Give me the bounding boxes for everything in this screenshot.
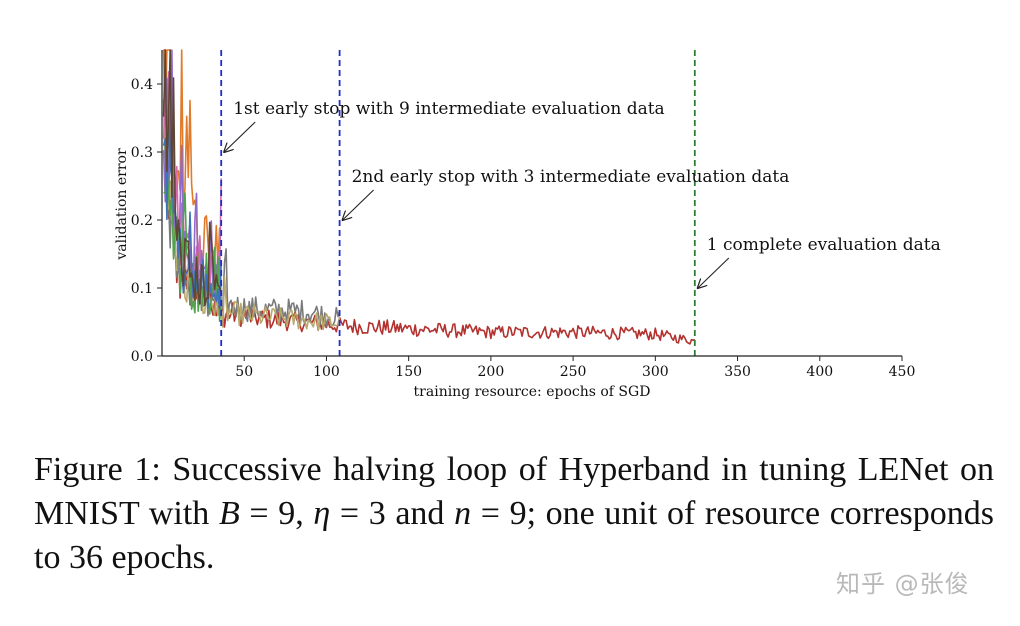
x-tick-label: 150 <box>395 364 422 380</box>
stop-lines <box>220 50 696 356</box>
caption-b-value: = 9, <box>239 495 314 532</box>
y-tick-label: 0.1 <box>131 281 153 297</box>
x-tick-label: 200 <box>478 364 505 380</box>
x-axis-title: training resource: epochs of SGD <box>414 384 651 400</box>
annotation-arrow <box>224 121 256 152</box>
annotations: 1st early stop with 9 intermediate evalu… <box>224 99 941 288</box>
series-line <box>162 99 341 331</box>
x-tick-label: 50 <box>235 364 253 380</box>
caption-eta-value: = 3 and <box>330 495 455 532</box>
x-tick-label: 100 <box>313 364 340 380</box>
x-tick-label: 450 <box>889 364 916 380</box>
series-line <box>162 49 222 307</box>
y-tick-label: 0.2 <box>131 213 153 229</box>
caption-n-value: = 9; one unit of resource corresponds to… <box>34 495 995 576</box>
annotation-arrow <box>698 257 730 288</box>
caption-b-symbol: B <box>218 495 240 532</box>
x-tick-label: 350 <box>724 364 751 380</box>
series-line <box>163 49 696 345</box>
caption-prefix: Figure 1: Successive halving loop of Hyp… <box>34 451 994 532</box>
plot-area <box>162 49 696 345</box>
y-tick-label: 0.0 <box>131 349 153 365</box>
caption-n-symbol: n <box>454 495 472 532</box>
caption-eta-symbol: η <box>313 495 331 532</box>
x-tick-label: 300 <box>642 364 669 380</box>
annotation-label: 1 complete evaluation data <box>707 235 941 255</box>
annotation-label: 1st early stop with 9 intermediate evalu… <box>233 99 665 119</box>
zhihu-watermark: 知乎 @张俊 <box>836 570 970 598</box>
annotation-arrow <box>343 189 374 220</box>
series-line <box>163 155 222 322</box>
y-tick-label: 0.3 <box>131 145 153 161</box>
x-tick-label: 250 <box>560 364 587 380</box>
x-ticks: 50 100 150 200 250 300 350 400 450 <box>235 356 915 380</box>
x-tick-label: 400 <box>806 364 833 380</box>
y-tick-label: 0.4 <box>131 77 153 93</box>
annotation-label: 2nd early stop with 3 intermediate evalu… <box>352 167 790 187</box>
line-chart: 50 100 150 200 250 300 350 400 450 0.00.10.20.30… <box>114 49 941 400</box>
figure-caption: Figure 1: Successive halving loop of Hyp… <box>34 448 994 580</box>
y-ticks: 0.0 0.1 0.2 0.3 0.4 <box>131 77 162 365</box>
y-axis-title: validation error <box>114 148 130 261</box>
